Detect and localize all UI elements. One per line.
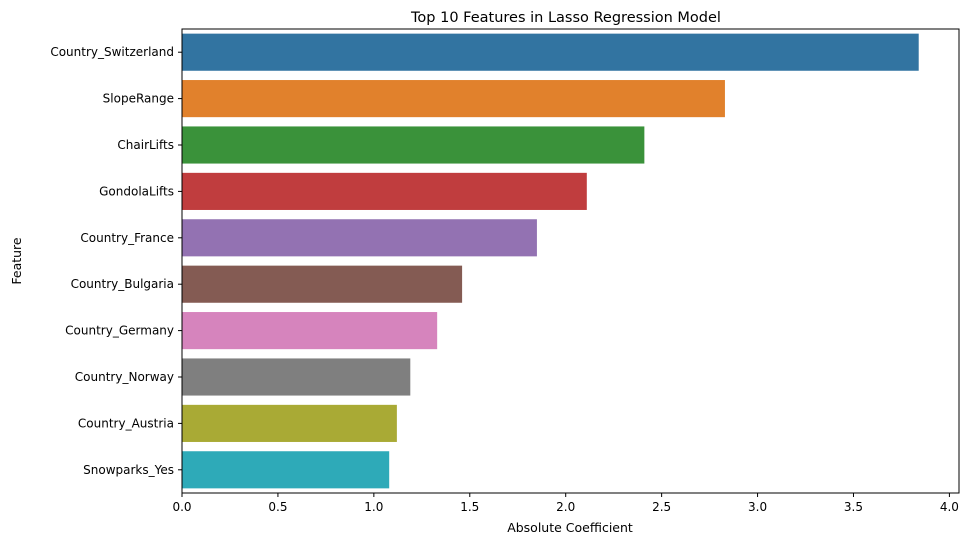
y-tick-label: ChairLifts	[117, 138, 174, 152]
x-tick-label: 3.5	[844, 500, 863, 514]
y-tick-label: Snowparks_Yes	[83, 463, 174, 477]
x-axis-label: Absolute Coefficient	[507, 520, 633, 535]
bar-country-norway	[182, 358, 411, 396]
y-axis-ticks: Country_Switzerland SlopeRange ChairLifts G…	[50, 45, 182, 477]
x-tick-label: 2.0	[556, 500, 575, 514]
bar-country-bulgaria	[182, 265, 463, 303]
y-tick-label: Country_Germany	[65, 324, 174, 338]
plot-frame	[181, 28, 960, 494]
bar-country-france	[182, 219, 537, 257]
x-tick-label: 2.5	[652, 500, 671, 514]
y-tick-label: SlopeRange	[103, 92, 174, 106]
bar-country-austria	[182, 404, 397, 442]
bar-gondolalifts	[182, 172, 587, 210]
x-tick-label: 0.0	[172, 500, 191, 514]
x-tick-label: 1.0	[364, 500, 383, 514]
bar-snowparks-yes	[182, 451, 390, 489]
x-tick-label: 1.5	[460, 500, 479, 514]
y-tick-label: GondolaLifts	[99, 184, 174, 198]
chart-title: Top 10 Features in Lasso Regression Mode…	[410, 10, 721, 26]
y-tick-label: Country_Austria	[78, 416, 174, 430]
y-tick-label: Country_Bulgaria	[71, 277, 174, 291]
y-axis-label: Feature	[9, 237, 24, 285]
bar-sloperange	[182, 80, 725, 118]
bar-chairlifts	[182, 126, 645, 164]
x-axis-ticks: 0.0 0.5 1.0 1.5 2.0 2.5 3.0 3.5 4.0	[172, 493, 959, 514]
bar-country-germany	[182, 312, 438, 350]
x-tick-label: 3.0	[748, 500, 767, 514]
y-tick-label: Country_France	[80, 231, 174, 245]
bars-layer	[182, 33, 919, 489]
y-tick-label: Country_Switzerland	[50, 45, 174, 59]
y-tick-label: Country_Norway	[75, 370, 174, 384]
x-tick-label: 0.5	[268, 500, 287, 514]
x-tick-label: 4.0	[940, 500, 959, 514]
bar-country-switzerland	[182, 33, 919, 71]
